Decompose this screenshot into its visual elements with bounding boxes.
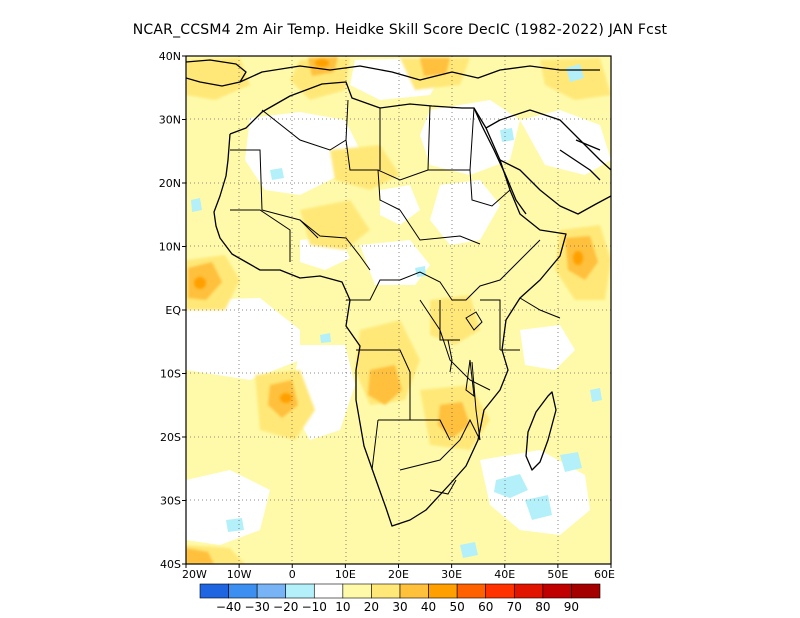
colorbar-label: 70 — [507, 600, 522, 614]
arabian-peninsula — [485, 109, 611, 215]
colorbar-swatch — [371, 583, 401, 599]
lat-tick-label: 30N — [159, 114, 181, 127]
map-title: NCAR_CCSM4 2m Air Temp. Heidke Skill Sco… — [132, 22, 668, 38]
very-high-skill-patches — [194, 59, 583, 403]
negative-skill-patches — [191, 64, 602, 558]
colorbar-label: 80 — [535, 600, 550, 614]
mediterranean-north-shore — [239, 65, 600, 83]
lakes — [447, 311, 483, 398]
lat-tick-label: 10N — [159, 241, 181, 254]
lon-tick-label: 20W — [182, 568, 207, 581]
colorbar-swatch — [513, 583, 544, 599]
lat-tick-label: 20N — [159, 177, 181, 190]
lon-tick-label: 60E — [594, 568, 615, 581]
lat-tick-label: 40S — [160, 558, 181, 571]
colorbar-swatch — [485, 583, 515, 599]
colorbar-swatch — [256, 583, 287, 599]
lat-tick-label: 40N — [159, 50, 181, 63]
coastlines — [186, 59, 611, 527]
colorbar-label: −10 — [302, 600, 327, 614]
latitude-axis: 40N 30N 20N 10N EQ 10S 20S 30S 40S — [159, 50, 186, 571]
colorbar-swatch — [542, 583, 572, 599]
colorbar-label: 90 — [564, 600, 579, 614]
iberia-outline — [186, 59, 247, 87]
low-skill-patches — [186, 58, 611, 545]
colorbar-swatch — [428, 583, 458, 599]
lat-tick-label: EQ — [165, 304, 181, 317]
longitude-axis: 20W 10W 0 10E 20E 30E 40E 50E 60E — [182, 564, 615, 581]
colorbar-swatch — [199, 583, 229, 599]
colorbar-swatch — [399, 583, 429, 599]
colorbar-label: 30 — [392, 600, 407, 614]
lat-tick-label: 10S — [160, 368, 181, 381]
colorbar-label: 20 — [364, 600, 379, 614]
colorbar-label: 60 — [478, 600, 493, 614]
colorbar-label: −20 — [273, 600, 298, 614]
africa-coastline — [213, 81, 567, 527]
color-scale: −40 −30 −20 −10 10 20 30 40 50 60 70 80 90 — [199, 583, 601, 614]
lon-tick-label: 10E — [335, 568, 356, 581]
colorbar-label: −30 — [244, 600, 269, 614]
lon-tick-label: 50E — [547, 568, 568, 581]
red-sea-east-shore — [473, 107, 527, 215]
colorbar-swatch — [228, 583, 258, 599]
lon-tick-label: 40E — [494, 568, 515, 581]
lon-tick-label: 10W — [227, 568, 252, 581]
lat-tick-label: 20S — [160, 431, 181, 444]
colorbar-swatch — [313, 583, 344, 599]
madagascar-outline — [525, 391, 557, 471]
colorbar-label: 50 — [450, 600, 465, 614]
high-skill-patches — [186, 57, 598, 564]
lon-tick-label: 20E — [388, 568, 409, 581]
lon-tick-label: 0 — [289, 568, 296, 581]
country-borders — [230, 99, 561, 495]
lat-tick-label: 30S — [160, 495, 181, 508]
colorbar-label: 10 — [335, 600, 350, 614]
colorbar-label: −40 — [216, 600, 241, 614]
colorbar-swatch — [342, 583, 372, 599]
colorbar-swatch — [285, 583, 315, 599]
colorbar-swatch — [571, 583, 601, 599]
colorbar-swatch — [456, 583, 487, 599]
persian-gulf — [559, 139, 601, 181]
lon-tick-label: 30E — [441, 568, 462, 581]
colorbar-label: 40 — [421, 600, 436, 614]
